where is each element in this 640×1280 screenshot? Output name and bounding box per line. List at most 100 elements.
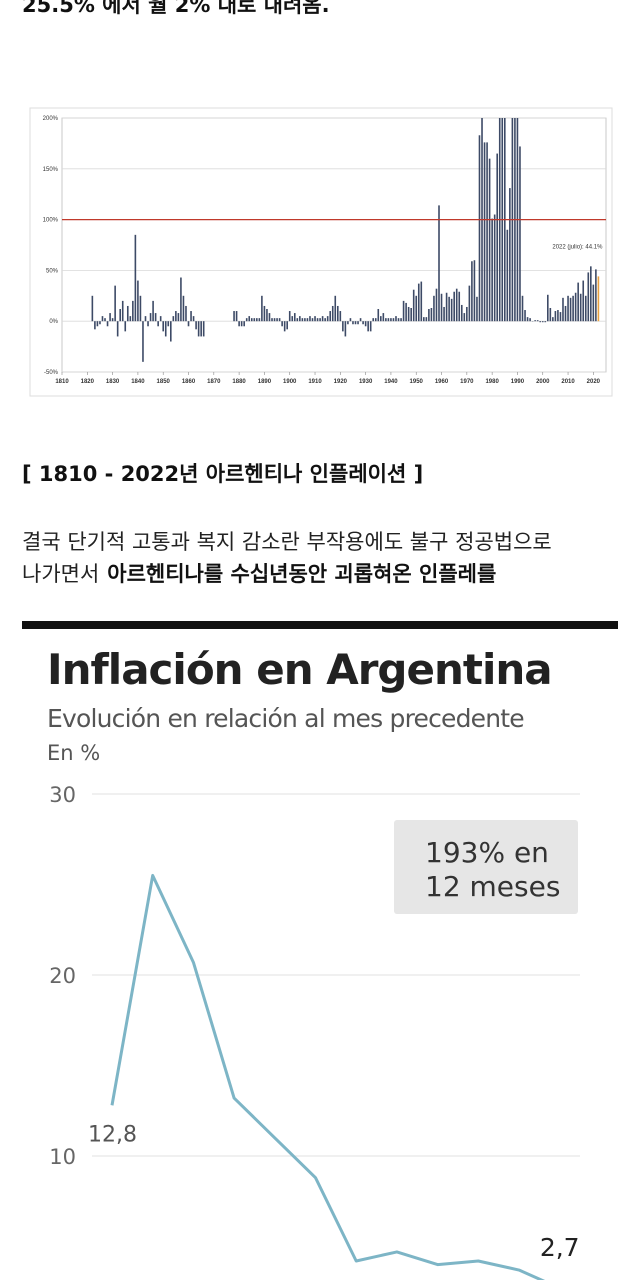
bar [124, 321, 127, 332]
bar [509, 188, 511, 322]
annotation-line: 193% en [425, 836, 549, 869]
bar [240, 321, 243, 327]
x-tick-label: 1910 [308, 379, 322, 385]
bar [334, 295, 337, 322]
bar [354, 321, 357, 325]
x-tick-label: 1980 [485, 379, 499, 385]
bar [319, 318, 321, 322]
bar [450, 298, 453, 322]
bar [106, 321, 109, 327]
bar [152, 300, 154, 322]
bar [157, 321, 159, 327]
annotation: 2022 (julio): 44.1% [552, 244, 603, 250]
bar [458, 291, 461, 322]
bar [268, 313, 271, 322]
bar [304, 318, 306, 322]
bar [357, 321, 359, 325]
bar [271, 318, 273, 322]
bar [582, 280, 585, 322]
bar [473, 260, 476, 322]
bar [116, 321, 119, 337]
bar [94, 321, 96, 330]
bar [524, 310, 526, 322]
paragraph-line: 나가면서 아르헨티나를 수십년동안 괴롭혀온 인플레를 [22, 562, 496, 586]
bar [96, 321, 99, 327]
x-tick-label: 1820 [81, 379, 95, 385]
y-tick-label: 10 [49, 1145, 76, 1169]
bar [463, 313, 466, 322]
bar [468, 285, 471, 322]
bar [584, 295, 587, 322]
x-tick-label: 1990 [511, 379, 525, 385]
paragraph-plain: 나가면서 [22, 562, 99, 586]
bar [519, 146, 521, 322]
x-tick-label: 1900 [283, 379, 297, 385]
bar [202, 321, 205, 337]
bar [486, 142, 488, 322]
bar [142, 321, 144, 362]
bar [238, 321, 240, 327]
bar [595, 269, 597, 322]
bar [167, 321, 170, 327]
bar [276, 318, 278, 322]
x-tick-label: 1950 [410, 379, 424, 385]
bar [253, 318, 256, 322]
bar [177, 313, 180, 322]
bar [415, 295, 418, 322]
bar [476, 296, 478, 322]
bar [347, 321, 349, 325]
bar [549, 307, 552, 322]
y-tick-label: 0% [49, 319, 58, 325]
bar [387, 318, 390, 322]
bar [104, 318, 106, 322]
x-tick-label: 1860 [182, 379, 196, 385]
bar [162, 321, 165, 332]
y-tick-label: 20 [49, 964, 76, 988]
bar [147, 321, 149, 327]
bar [526, 317, 529, 322]
bar [400, 318, 402, 322]
bar [407, 306, 410, 322]
bar [245, 318, 248, 322]
bar [175, 311, 177, 322]
bar [309, 316, 311, 322]
bar [164, 321, 167, 337]
chart-title: Inflación en Argentina [47, 645, 552, 694]
bar [544, 321, 547, 323]
bar [579, 293, 582, 322]
bar [438, 205, 440, 322]
bar [119, 309, 121, 322]
bar [405, 302, 407, 322]
bar [392, 318, 395, 322]
bar [460, 304, 463, 322]
bar [428, 309, 430, 322]
x-tick-label: 1830 [106, 379, 120, 385]
bar [536, 320, 539, 322]
bar [577, 282, 579, 322]
bar [445, 292, 448, 322]
bar [288, 311, 291, 322]
bar [281, 321, 283, 327]
bar [478, 135, 481, 322]
bar [132, 300, 134, 322]
bar [534, 320, 536, 322]
chart-subtitle: Evolución en relación al mes precedente [47, 704, 524, 733]
bar [466, 306, 468, 322]
bar [324, 318, 326, 322]
x-tick-label: 1970 [460, 379, 474, 385]
annotation-line: 12 meses [425, 870, 560, 903]
y-tick-label: 200% [43, 116, 59, 122]
bar [137, 280, 139, 322]
y-tick-label: 50% [46, 268, 59, 274]
bar [149, 313, 152, 322]
bar [154, 313, 157, 322]
y-tick-label: -50% [44, 370, 59, 376]
bar [506, 229, 509, 322]
bar [200, 321, 202, 337]
y-tick-label: 30 [49, 783, 76, 807]
bar [114, 285, 116, 322]
bar [521, 295, 524, 322]
bar [185, 305, 187, 322]
bar [374, 318, 377, 322]
